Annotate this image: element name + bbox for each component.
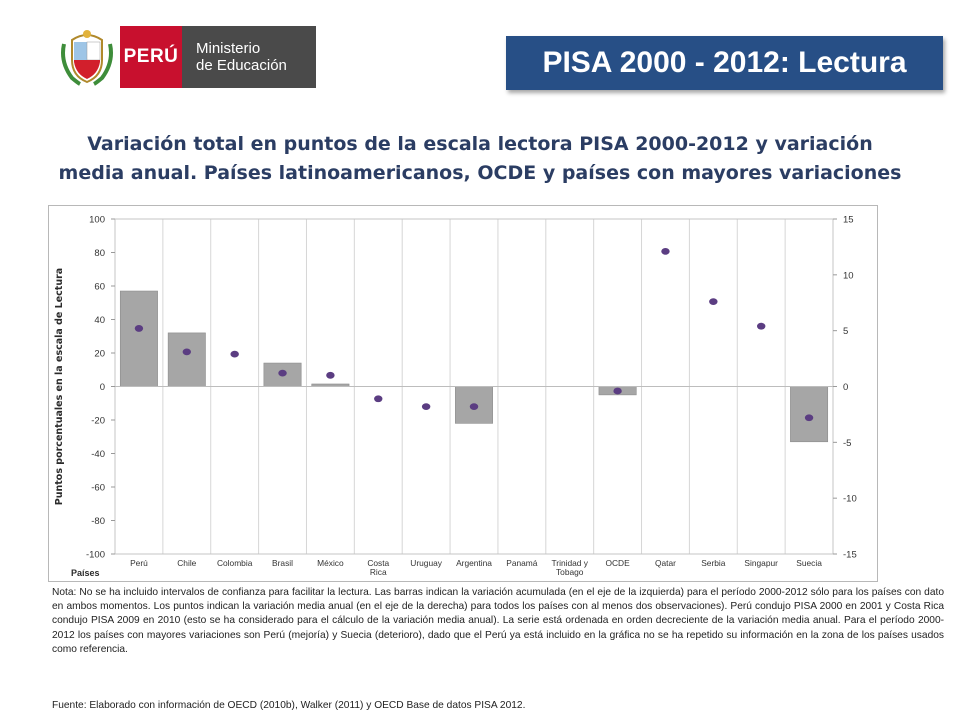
dot-costa-rica xyxy=(374,395,383,403)
x-tick-label: Trinidad y xyxy=(551,558,588,568)
y2-tick-label: -5 xyxy=(843,438,851,449)
y-tick-label: -40 xyxy=(91,449,105,460)
dot-chile xyxy=(182,348,191,356)
dot-méxico xyxy=(326,371,335,379)
chart-frame: 100 80 60 40 20 0 -20 -40 -60 -80 -100 15 10 5 0 -5 -10 -… xyxy=(48,205,878,582)
dot-colombia xyxy=(230,350,239,358)
x-tick-label: Suecia xyxy=(796,558,822,568)
y2-tick-label: -10 xyxy=(843,494,857,505)
x-tick-label: Colombia xyxy=(217,558,253,568)
x-tick-label: México xyxy=(317,558,344,568)
coat-of-arms-icon xyxy=(61,30,113,86)
chart-source: Fuente: Elaborado con información de OEC… xyxy=(52,700,526,711)
x-tick-label: Singapur xyxy=(744,558,778,568)
reading-variation-chart: 100 80 60 40 20 0 -20 -40 -60 -80 -100 15 10 5 0 -5 -10 -… xyxy=(54,215,857,579)
bar-chile xyxy=(167,332,206,387)
x-tick-label: Chile xyxy=(177,558,196,568)
y2-tick-label: 10 xyxy=(843,270,854,281)
y2-tick-label: 0 xyxy=(843,382,848,393)
x-tick-label: Qatar xyxy=(655,558,676,568)
dot-suecia xyxy=(804,414,814,422)
x-tick-label: Panamá xyxy=(506,558,538,568)
y-axis-title: Puntos porcentuales en la escala de Lect… xyxy=(54,268,65,505)
y-tick-label: 100 xyxy=(89,215,105,226)
y2-tick-label: 5 xyxy=(843,326,848,337)
page-title-banner: PISA 2000 - 2012: Lectura xyxy=(506,36,943,90)
x-tick-label: Brasil xyxy=(272,558,293,568)
x-tick-label: Serbia xyxy=(701,558,726,568)
y-tick-label: 20 xyxy=(94,349,105,360)
chart-note: Nota: No se ha incluido intervalos de co… xyxy=(52,587,944,655)
country-label: PERÚ xyxy=(120,26,182,88)
x-tick-label: Tobago xyxy=(556,567,584,577)
dot-ocde xyxy=(613,387,622,395)
dot-uruguay xyxy=(421,403,431,410)
y-tick-label: 60 xyxy=(94,282,105,293)
y-tick-label: 80 xyxy=(94,248,105,259)
y-tick-label: -20 xyxy=(91,416,105,427)
x-tick-label: Costa xyxy=(367,558,389,568)
bar-suecia xyxy=(790,386,829,443)
chart-title-line-1: Variación total en puntos de la escala l… xyxy=(87,133,873,155)
y2-tick-label: 15 xyxy=(843,215,854,226)
bar-perú xyxy=(119,290,158,387)
chart-title-line-2: media anual. Países latinoamericanos, OC… xyxy=(58,162,902,184)
y-tick-label: 40 xyxy=(94,315,105,326)
y-tick-label: 0 xyxy=(100,382,105,393)
dot-argentina xyxy=(469,403,479,410)
ministry-line-1: Ministerio xyxy=(196,40,261,57)
x-axis-title: Países xyxy=(71,568,100,578)
x-tick-label: Argentina xyxy=(456,558,492,568)
y2-tick-label: -15 xyxy=(843,550,857,561)
dot-serbia xyxy=(709,298,718,306)
y-tick-label: -60 xyxy=(91,483,105,494)
peru-brand-box: PERÚ Ministerio de Educación xyxy=(120,26,316,88)
x-tick-label: Perú xyxy=(130,558,148,568)
x-tick-label: Uruguay xyxy=(410,558,442,568)
y-tick-label: -100 xyxy=(86,550,105,561)
x-tick-label: Rica xyxy=(370,567,387,577)
x-tick-label: OCDE xyxy=(605,558,630,568)
y-tick-label: -80 xyxy=(91,516,105,527)
chart-title: Variación total en puntos de la escala l… xyxy=(20,130,940,188)
dot-perú xyxy=(134,325,144,332)
ministry-line-2: de Educación xyxy=(196,57,287,74)
dot-brasil xyxy=(278,369,287,377)
ministry-name: Ministerio de Educación xyxy=(182,40,287,74)
ministry-logo: PERÚ Ministerio de Educación xyxy=(58,26,316,88)
dot-singapur xyxy=(757,322,766,330)
dot-qatar xyxy=(661,247,670,255)
